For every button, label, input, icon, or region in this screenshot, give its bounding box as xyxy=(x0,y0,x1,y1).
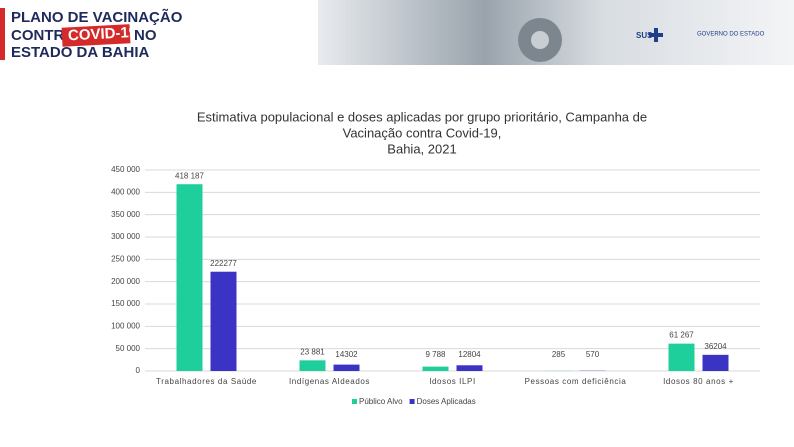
value-label: 285 xyxy=(552,350,566,359)
chart-title: Estimativa populacional e doses aplicada… xyxy=(197,109,647,156)
bar xyxy=(333,364,360,371)
bar xyxy=(456,365,483,371)
x-tick-label: Pessoas com deficiência xyxy=(525,377,627,386)
y-tick-label: 400 000 xyxy=(111,187,140,196)
chart-title-line: Estimativa populacional e doses aplicada… xyxy=(197,109,647,124)
bar xyxy=(176,184,203,371)
logo-text: NO xyxy=(134,27,157,44)
y-tick-label: 50 000 xyxy=(116,344,141,353)
x-tick-label: Idosos 80 anos + xyxy=(663,377,734,386)
y-tick-label: 150 000 xyxy=(111,299,140,308)
legend-swatch xyxy=(409,399,415,404)
y-tick-label: 0 xyxy=(136,366,141,375)
bar xyxy=(210,271,237,371)
x-tick-label: Indígenas Aldeados xyxy=(289,377,370,386)
banner-text: SUS xyxy=(636,31,653,40)
value-label: 14302 xyxy=(335,350,358,359)
legend-label: Doses Aplicadas xyxy=(417,397,476,406)
y-tick-label: 250 000 xyxy=(111,254,140,263)
logo-text: PLANO DE VACINAÇÃO xyxy=(11,8,183,26)
y-tick-label: 300 000 xyxy=(111,232,140,241)
bar xyxy=(299,360,326,371)
x-tick-label: Trabalhadores da Saúde xyxy=(156,377,257,386)
y-tick-label: 450 000 xyxy=(111,165,140,174)
chart-title-line: Bahia, 2021 xyxy=(387,141,456,156)
banner-text: GOVERNO DO ESTADO xyxy=(697,32,765,38)
logo-bar xyxy=(0,8,5,60)
banner-vial xyxy=(531,31,549,49)
legend-swatch xyxy=(352,399,357,404)
banner-cross xyxy=(649,33,663,37)
y-tick-label: 350 000 xyxy=(111,210,140,219)
value-label: 570 xyxy=(586,350,600,359)
logo-text: CONTRA xyxy=(11,27,75,44)
value-label: 9 788 xyxy=(425,350,446,359)
value-label: 418 187 xyxy=(175,171,204,180)
logo-text: ESTADO DA BAHIA xyxy=(11,44,150,61)
bar xyxy=(702,354,729,371)
y-tick-label: 100 000 xyxy=(111,321,140,330)
value-label: 23 881 xyxy=(300,347,325,356)
bar xyxy=(422,366,449,371)
logo-text: COVID-19 xyxy=(68,24,138,45)
value-label: 36204 xyxy=(704,342,727,351)
chart-title-line: Vacinação contra Covid-19, xyxy=(343,125,502,140)
y-tick-label: 200 000 xyxy=(111,277,140,286)
legend-label: Público Alvo xyxy=(359,397,403,406)
value-label: 61 267 xyxy=(669,331,694,340)
bar xyxy=(668,343,695,371)
value-label: 222277 xyxy=(210,259,237,268)
x-tick-label: Idosos ILPI xyxy=(429,377,476,386)
value-label: 12804 xyxy=(458,350,481,359)
logo-badge xyxy=(61,24,131,47)
